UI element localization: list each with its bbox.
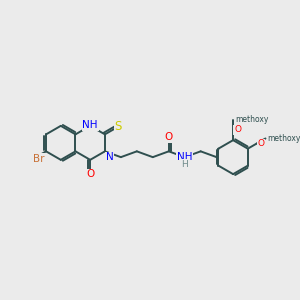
Text: methoxy: methoxy — [267, 134, 300, 143]
Text: O: O — [165, 132, 173, 142]
Text: O: O — [234, 125, 241, 134]
Text: N: N — [106, 152, 113, 162]
Text: NH: NH — [82, 120, 98, 130]
Text: O: O — [86, 169, 94, 179]
Text: NH: NH — [177, 152, 192, 162]
Text: Br: Br — [33, 154, 44, 164]
Text: O: O — [257, 139, 265, 148]
Text: S: S — [115, 120, 122, 133]
Text: H: H — [181, 160, 188, 169]
Text: methoxy: methoxy — [235, 115, 268, 124]
